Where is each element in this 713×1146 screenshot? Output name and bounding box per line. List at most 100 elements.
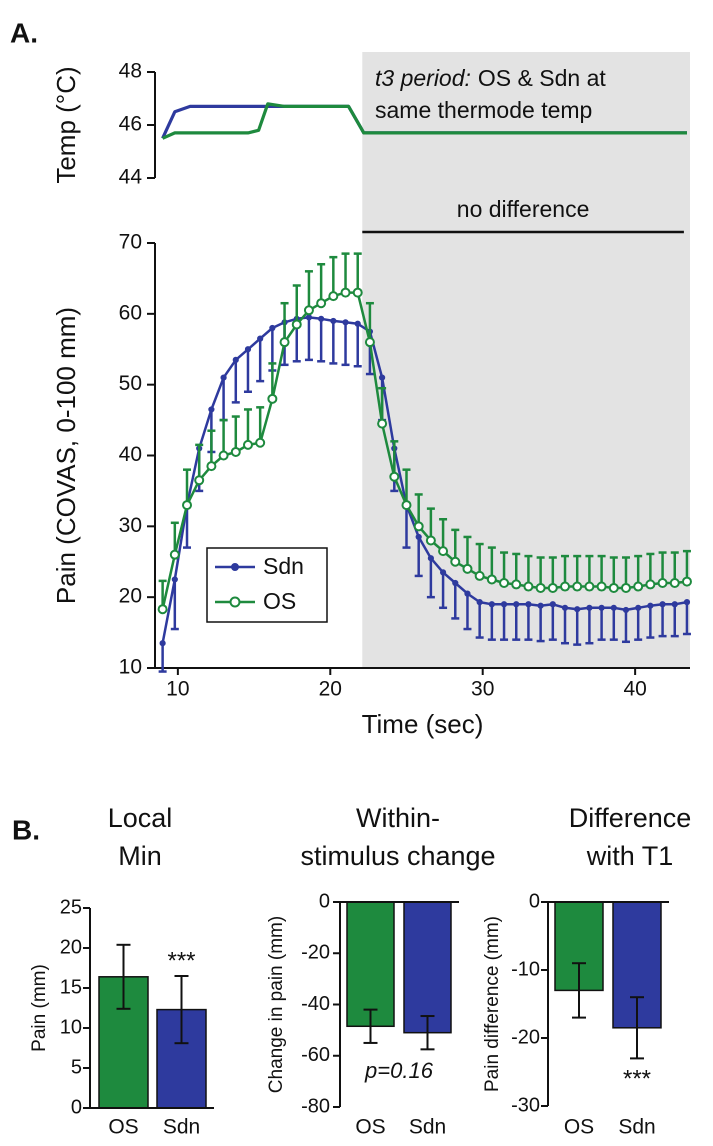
- data-point: [683, 599, 691, 606]
- data-point: [572, 581, 583, 592]
- data-point: [230, 446, 241, 457]
- data-point: [218, 450, 229, 461]
- chart-title: Min: [118, 841, 162, 871]
- y-tick-label: 50: [119, 372, 142, 395]
- bracket-label: no difference: [457, 196, 590, 222]
- y-axis-label: Temp (°C): [51, 66, 81, 183]
- x-tick-label: 20: [319, 678, 342, 701]
- y-tick-label: 30: [119, 514, 142, 537]
- data-point: [537, 602, 544, 609]
- data-point: [157, 604, 168, 615]
- data-point: [318, 315, 325, 322]
- y-tick-label: 44: [119, 166, 143, 189]
- data-point: [439, 569, 447, 576]
- data-point: [547, 582, 558, 593]
- data-point: [560, 581, 571, 592]
- y-tick-label: 5: [71, 1056, 82, 1078]
- y-tick-label: -60: [301, 1044, 330, 1066]
- y-tick-label: -40: [301, 993, 330, 1015]
- data-point: [340, 287, 351, 298]
- y-tick-label: 48: [119, 60, 142, 83]
- y-tick-label: -30: [511, 1094, 540, 1116]
- data-point: [523, 581, 534, 592]
- data-point: [401, 500, 412, 511]
- y-tick-label: -20: [511, 1026, 540, 1048]
- data-point: [257, 335, 264, 342]
- x-tick-label: Sdn: [409, 1116, 446, 1139]
- data-point: [279, 337, 290, 348]
- y-axis-label: Pain (mm): [29, 964, 50, 1052]
- data-point: [535, 582, 546, 593]
- data-point: [438, 546, 449, 557]
- y-axis-label: Pain difference (mm): [482, 916, 503, 1092]
- series-line: [161, 102, 687, 140]
- y-tick-label: -80: [301, 1095, 330, 1117]
- y-axis-label: Pain (COVAS, 0-100 mm): [51, 307, 81, 604]
- data-point: [330, 317, 337, 325]
- data-point: [159, 640, 166, 647]
- data-point: [671, 601, 678, 608]
- x-tick-label: OS: [108, 1116, 138, 1139]
- data-point: [464, 590, 471, 597]
- y-tick-label: 0: [529, 890, 540, 912]
- data-point: [500, 601, 508, 608]
- legend-marker: [229, 596, 241, 608]
- data-point: [633, 581, 644, 592]
- panel-label: B.: [12, 814, 40, 845]
- x-tick-label: Sdn: [618, 1116, 655, 1139]
- legend-label: OS: [263, 588, 296, 614]
- data-point: [635, 604, 642, 611]
- data-point: [513, 601, 520, 608]
- chart-title: Difference: [569, 803, 692, 833]
- y-tick-label: -20: [301, 942, 330, 964]
- data-point: [291, 319, 302, 330]
- data-point: [511, 579, 522, 590]
- bar: [346, 901, 395, 1028]
- data-point: [659, 601, 666, 608]
- y-tick-label: 70: [119, 231, 142, 254]
- x-tick-label: OS: [564, 1116, 594, 1139]
- data-point: [389, 471, 400, 482]
- note: p=0.16: [364, 1058, 434, 1083]
- data-point: [316, 298, 327, 309]
- significance: ***: [167, 947, 195, 974]
- y-tick-label: 15: [60, 976, 82, 998]
- data-point: [586, 604, 593, 611]
- data-point: [352, 287, 363, 298]
- data-point: [255, 437, 266, 448]
- data-point: [171, 576, 178, 583]
- data-point: [182, 500, 193, 511]
- data-point: [476, 599, 483, 606]
- data-point: [486, 574, 497, 585]
- data-point: [657, 578, 668, 588]
- y-tick-label: 0: [71, 1096, 82, 1118]
- chart-title: Within-: [356, 803, 440, 833]
- data-point: [364, 337, 375, 348]
- x-tick-label: Sdn: [163, 1116, 200, 1139]
- data-point: [220, 374, 227, 381]
- data-point: [269, 324, 276, 332]
- bar: [403, 901, 452, 1034]
- chart-title: with T1: [586, 841, 674, 871]
- annotation: same thermode temp: [375, 97, 592, 123]
- y-tick-label: 25: [60, 896, 82, 918]
- annotation-text: OS & Sdn at: [478, 65, 606, 91]
- data-point: [596, 581, 607, 592]
- data-point: [413, 521, 424, 532]
- y-tick-label: 40: [119, 443, 142, 466]
- data-point: [450, 556, 461, 567]
- data-point: [328, 291, 339, 302]
- data-point: [584, 581, 595, 592]
- data-point: [561, 604, 569, 611]
- data-point: [194, 475, 205, 486]
- shaded-period: [362, 52, 690, 668]
- data-point: [342, 319, 349, 326]
- y-tick-label: 0: [319, 890, 330, 912]
- x-tick-label: 40: [623, 678, 646, 701]
- data-point: [425, 535, 436, 546]
- data-point: [622, 606, 630, 614]
- x-tick-label: 10: [166, 678, 189, 701]
- legend-marker: [231, 563, 239, 571]
- y-tick-label: 60: [119, 301, 142, 324]
